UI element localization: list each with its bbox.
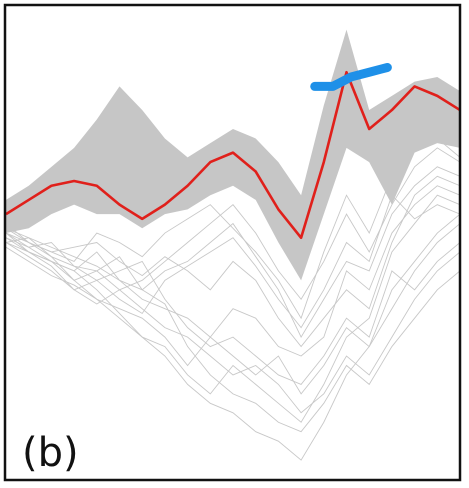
background-series-line	[5, 185, 461, 367]
background-series-line	[5, 237, 461, 433]
background-series-line	[5, 213, 461, 461]
highlight-segment	[310, 62, 392, 91]
background-series-line	[5, 227, 461, 385]
plot-frame	[3, 3, 462, 482]
background-series-line	[5, 166, 461, 339]
confidence-band	[6, 29, 460, 281]
background-series-line	[5, 223, 461, 395]
mean-line	[5, 70, 461, 240]
background-series-line	[5, 175, 461, 348]
background-series-line	[5, 232, 461, 414]
panel-label: (b)	[22, 430, 79, 476]
background-series-group	[5, 137, 461, 461]
background-series-line	[5, 147, 461, 301]
background-series-line	[5, 137, 461, 320]
